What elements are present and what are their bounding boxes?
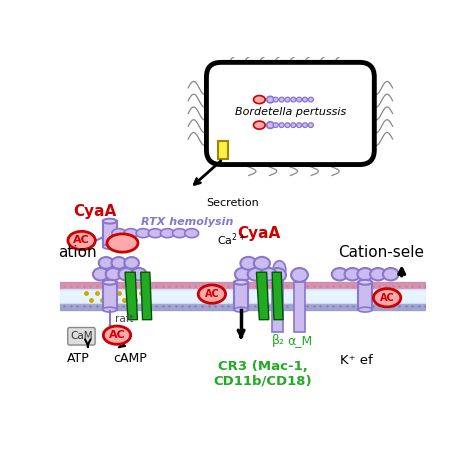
Ellipse shape xyxy=(345,268,360,281)
Ellipse shape xyxy=(260,268,276,281)
Ellipse shape xyxy=(111,257,126,269)
Ellipse shape xyxy=(308,97,313,102)
Bar xyxy=(294,282,305,331)
Text: RTX hemolysin: RTX hemolysin xyxy=(141,217,233,227)
Text: CyaA: CyaA xyxy=(73,204,117,219)
Ellipse shape xyxy=(103,244,117,249)
Text: Ca$^{2+}$: Ca$^{2+}$ xyxy=(218,231,246,248)
Ellipse shape xyxy=(302,123,308,128)
Ellipse shape xyxy=(173,228,186,237)
Ellipse shape xyxy=(374,289,401,307)
Text: AC: AC xyxy=(73,236,90,246)
Text: AC: AC xyxy=(109,330,126,340)
Ellipse shape xyxy=(248,268,264,281)
Polygon shape xyxy=(141,272,152,319)
Ellipse shape xyxy=(308,123,313,128)
Ellipse shape xyxy=(234,307,248,312)
Ellipse shape xyxy=(106,268,121,281)
Ellipse shape xyxy=(185,228,199,237)
Ellipse shape xyxy=(198,285,226,303)
FancyBboxPatch shape xyxy=(68,328,95,345)
Ellipse shape xyxy=(291,268,308,282)
Ellipse shape xyxy=(285,97,290,102)
Ellipse shape xyxy=(269,268,286,282)
Ellipse shape xyxy=(254,96,265,104)
Polygon shape xyxy=(256,272,269,319)
Ellipse shape xyxy=(267,96,274,103)
Bar xyxy=(218,141,228,159)
Ellipse shape xyxy=(107,234,138,252)
Text: CD11b/CD18): CD11b/CD18) xyxy=(214,374,312,387)
Ellipse shape xyxy=(131,268,146,281)
Ellipse shape xyxy=(103,219,117,224)
Ellipse shape xyxy=(124,257,139,269)
Ellipse shape xyxy=(302,97,308,102)
Ellipse shape xyxy=(273,123,278,128)
Ellipse shape xyxy=(103,280,117,285)
Ellipse shape xyxy=(383,268,399,281)
Polygon shape xyxy=(125,272,137,319)
Ellipse shape xyxy=(103,307,117,312)
Text: AC: AC xyxy=(380,293,394,303)
Bar xyxy=(273,282,283,331)
Text: AC: AC xyxy=(204,289,219,299)
Text: CyaA: CyaA xyxy=(238,227,281,241)
Ellipse shape xyxy=(297,97,301,102)
Ellipse shape xyxy=(370,268,386,281)
Ellipse shape xyxy=(68,231,95,250)
Ellipse shape xyxy=(285,123,290,128)
Ellipse shape xyxy=(234,280,248,285)
Text: Bordetella pertussis: Bordetella pertussis xyxy=(235,107,346,118)
Ellipse shape xyxy=(148,228,162,237)
Ellipse shape xyxy=(273,261,286,278)
Text: Secretion: Secretion xyxy=(206,198,259,208)
Text: K⁺ ef: K⁺ ef xyxy=(340,354,373,367)
Polygon shape xyxy=(272,272,283,319)
Bar xyxy=(103,282,117,310)
Ellipse shape xyxy=(279,123,284,128)
Text: raft: raft xyxy=(115,314,134,324)
Text: ation: ation xyxy=(59,245,97,260)
Bar xyxy=(234,282,248,310)
Ellipse shape xyxy=(160,228,174,237)
Ellipse shape xyxy=(267,122,274,128)
Ellipse shape xyxy=(297,123,301,128)
Text: α_M: α_M xyxy=(287,334,312,347)
Ellipse shape xyxy=(124,228,138,237)
Ellipse shape xyxy=(357,268,373,281)
Ellipse shape xyxy=(273,97,278,102)
Ellipse shape xyxy=(279,97,284,102)
Text: Cation-sele: Cation-sele xyxy=(338,245,424,260)
Ellipse shape xyxy=(291,123,296,128)
Ellipse shape xyxy=(99,257,113,269)
Ellipse shape xyxy=(254,257,270,270)
Ellipse shape xyxy=(358,280,372,285)
Ellipse shape xyxy=(240,257,256,270)
Ellipse shape xyxy=(118,268,134,281)
Text: cAMP: cAMP xyxy=(113,352,146,365)
Ellipse shape xyxy=(235,268,251,281)
Ellipse shape xyxy=(291,97,296,102)
Ellipse shape xyxy=(136,228,150,237)
Bar xyxy=(103,221,117,246)
FancyBboxPatch shape xyxy=(206,63,374,164)
Ellipse shape xyxy=(254,121,265,129)
Bar xyxy=(358,282,372,310)
Text: CaM: CaM xyxy=(70,331,92,341)
Ellipse shape xyxy=(332,268,347,281)
Ellipse shape xyxy=(358,307,372,312)
Text: ATP: ATP xyxy=(67,352,90,365)
Ellipse shape xyxy=(93,268,108,281)
Ellipse shape xyxy=(103,326,131,344)
Text: β₂: β₂ xyxy=(272,334,285,347)
Text: CR3 (Mac-1,: CR3 (Mac-1, xyxy=(218,360,308,373)
Ellipse shape xyxy=(112,228,126,237)
